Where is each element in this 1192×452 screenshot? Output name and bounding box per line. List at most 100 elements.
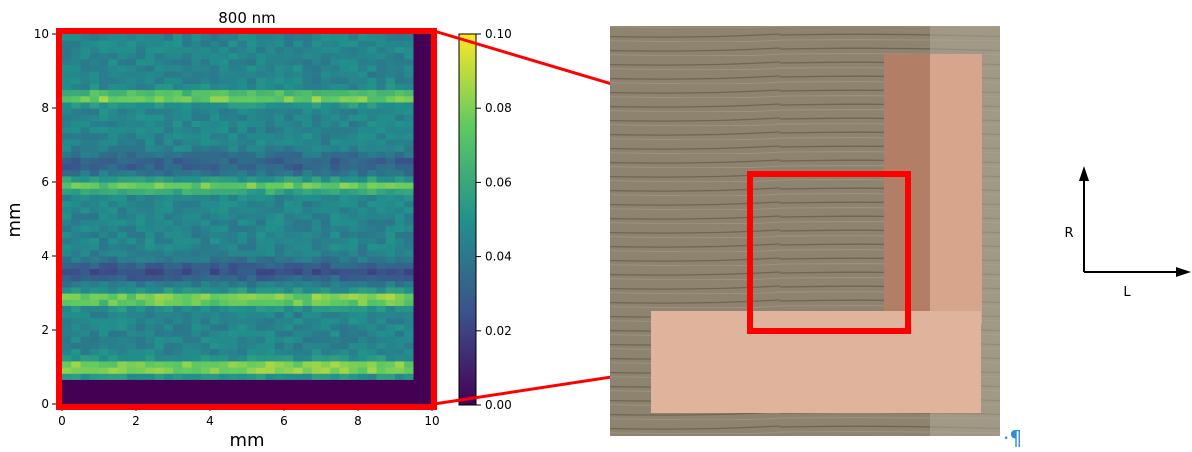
heatmap-cell <box>154 175 165 183</box>
heatmap-cell <box>284 249 294 257</box>
heatmap-cell <box>80 385 91 393</box>
heatmap-cell <box>256 132 267 140</box>
heatmap-cell <box>367 311 378 319</box>
heatmap-cell <box>274 77 285 84</box>
heatmap-cell <box>413 397 424 405</box>
heatmap-cell <box>163 151 174 158</box>
heatmap-cell <box>126 256 137 263</box>
heatmap-cell <box>256 194 267 202</box>
heatmap-cell <box>154 71 165 78</box>
heatmap-cell <box>376 95 387 103</box>
heatmap-cell <box>126 367 137 374</box>
heatmap-cell <box>321 89 331 97</box>
heatmap-cell <box>145 157 156 165</box>
heatmap-cell <box>99 77 109 84</box>
heatmap-cell <box>210 280 220 288</box>
heatmap-cell <box>321 305 331 313</box>
heatmap-cell <box>358 83 368 91</box>
heatmap-cell <box>210 126 220 134</box>
heatmap-cell <box>422 311 433 319</box>
heatmap-cell <box>62 34 72 41</box>
heatmap-cell <box>173 330 183 337</box>
heatmap-cell <box>89 231 100 239</box>
heatmap-cell <box>367 280 378 288</box>
heatmap-cell <box>80 188 91 195</box>
heatmap-cell <box>293 58 304 66</box>
heatmap-cell <box>173 46 183 54</box>
heatmap-cell <box>376 34 387 41</box>
heatmap-cell <box>348 101 359 109</box>
heatmap-cell <box>62 391 72 399</box>
heatmap-cell <box>136 311 146 319</box>
heatmap-cell <box>80 120 91 128</box>
heatmap-cell <box>182 114 193 121</box>
heatmap-cell <box>302 126 313 134</box>
heatmap-cell <box>321 188 331 195</box>
heatmap-cell <box>219 206 230 214</box>
heatmap-cell <box>173 336 183 343</box>
heatmap-cell <box>339 225 350 232</box>
heatmap-cell <box>413 120 424 128</box>
heatmap-cell <box>422 108 433 115</box>
heatmap-cell <box>71 188 82 195</box>
heatmap-cell <box>321 46 331 54</box>
heatmap-cell <box>330 101 341 109</box>
heatmap-cell <box>108 52 119 60</box>
heatmap-cell <box>311 157 322 165</box>
heatmap-cell <box>210 256 220 263</box>
heatmap-cell <box>413 145 424 152</box>
heatmap-cell <box>256 151 267 158</box>
heatmap-cell <box>173 212 183 220</box>
heatmap-cell <box>321 175 331 183</box>
heatmap-cell <box>136 46 146 54</box>
heatmap-cell <box>228 120 239 128</box>
heatmap-cell <box>274 311 285 319</box>
heatmap-cell <box>108 108 119 115</box>
heatmap-cell <box>330 397 341 405</box>
heatmap-cell <box>330 342 341 350</box>
heatmap-cell <box>80 293 91 300</box>
heatmap-cell <box>99 274 109 282</box>
heatmap-cell <box>163 293 174 300</box>
heatmap-cell <box>321 286 331 294</box>
heatmap-cell <box>395 83 405 91</box>
heatmap-cell <box>284 348 294 356</box>
heatmap-cell <box>173 95 183 103</box>
heatmap-cell <box>71 293 82 300</box>
heatmap-cell <box>385 46 396 54</box>
heatmap-cell <box>367 120 378 128</box>
heatmap-cell <box>385 373 396 380</box>
heatmap-cell <box>136 268 146 276</box>
heatmap-cell <box>145 231 156 239</box>
heatmap-cell <box>247 367 257 374</box>
heatmap-cell <box>274 317 285 325</box>
heatmap-cell <box>358 34 368 41</box>
heatmap-cell <box>302 77 313 84</box>
heatmap-cell <box>173 323 183 331</box>
heatmap-cell <box>284 126 294 134</box>
heatmap-cell <box>274 360 285 368</box>
heatmap-cell <box>376 243 387 251</box>
heatmap-cell <box>348 397 359 405</box>
heatmap-cell <box>145 126 156 134</box>
heatmap-cell <box>219 83 230 91</box>
heatmap-cell <box>302 108 313 115</box>
heatmap-cell <box>126 200 137 208</box>
heatmap-cell <box>385 163 396 171</box>
heatmap-cell <box>154 299 165 306</box>
heatmap-cell <box>265 126 276 134</box>
heatmap-cell <box>71 89 82 97</box>
heatmap-cell <box>376 256 387 263</box>
heatmap-cell <box>219 231 230 239</box>
heatmap-cell <box>302 169 313 177</box>
heatmap-cell <box>330 64 341 72</box>
heatmap-cell <box>321 367 331 374</box>
heatmap-cell <box>228 206 239 214</box>
heatmap-cell <box>182 138 193 146</box>
heatmap-cell <box>117 169 128 177</box>
heatmap-cell <box>321 40 331 47</box>
heatmap-cell <box>210 194 220 202</box>
heatmap-cell <box>358 175 368 183</box>
heatmap-cell <box>321 323 331 331</box>
heatmap-cell <box>404 58 415 66</box>
